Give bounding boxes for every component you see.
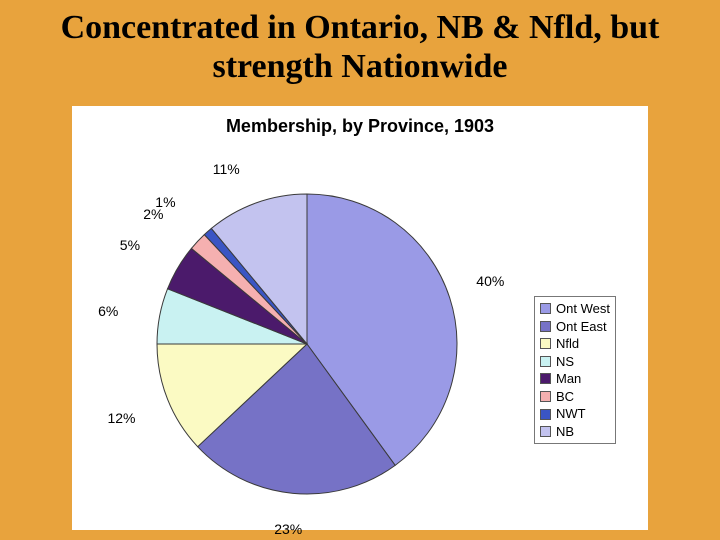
pie-slice-label: 12% (107, 410, 135, 426)
legend-label: Ont East (556, 318, 607, 336)
slide-title: Concentrated in Ontario, NB & Nfld, but … (0, 0, 720, 92)
legend-swatch (540, 338, 551, 349)
legend-swatch (540, 391, 551, 402)
legend-label: NWT (556, 405, 586, 423)
legend-item: NB (540, 423, 610, 441)
legend-item: Man (540, 370, 610, 388)
legend-label: Nfld (556, 335, 579, 353)
legend-label: NS (556, 353, 574, 371)
legend-item: BC (540, 388, 610, 406)
chart-card: Membership, by Province, 1903 Ont WestOn… (72, 106, 648, 530)
legend-label: NB (556, 423, 574, 441)
legend-swatch (540, 409, 551, 420)
legend-item: NS (540, 353, 610, 371)
legend-item: Ont East (540, 318, 610, 336)
legend-swatch (540, 356, 551, 367)
legend-item: Nfld (540, 335, 610, 353)
legend-label: Man (556, 370, 581, 388)
legend-swatch (540, 303, 551, 314)
legend-label: BC (556, 388, 574, 406)
pie-slice-label: 40% (476, 273, 504, 289)
pie-slice-label: 1% (155, 194, 175, 210)
pie-slice-label: 11% (213, 161, 240, 177)
pie-slice-label: 5% (120, 237, 140, 253)
legend-item: Ont West (540, 300, 610, 318)
pie-slice-label: 23% (274, 521, 302, 537)
legend-item: NWT (540, 405, 610, 423)
legend-swatch (540, 321, 551, 332)
legend: Ont WestOnt EastNfldNSManBCNWTNB (534, 296, 616, 444)
legend-swatch (540, 426, 551, 437)
legend-swatch (540, 373, 551, 384)
pie-slice-label: 6% (98, 303, 118, 319)
legend-label: Ont West (556, 300, 610, 318)
